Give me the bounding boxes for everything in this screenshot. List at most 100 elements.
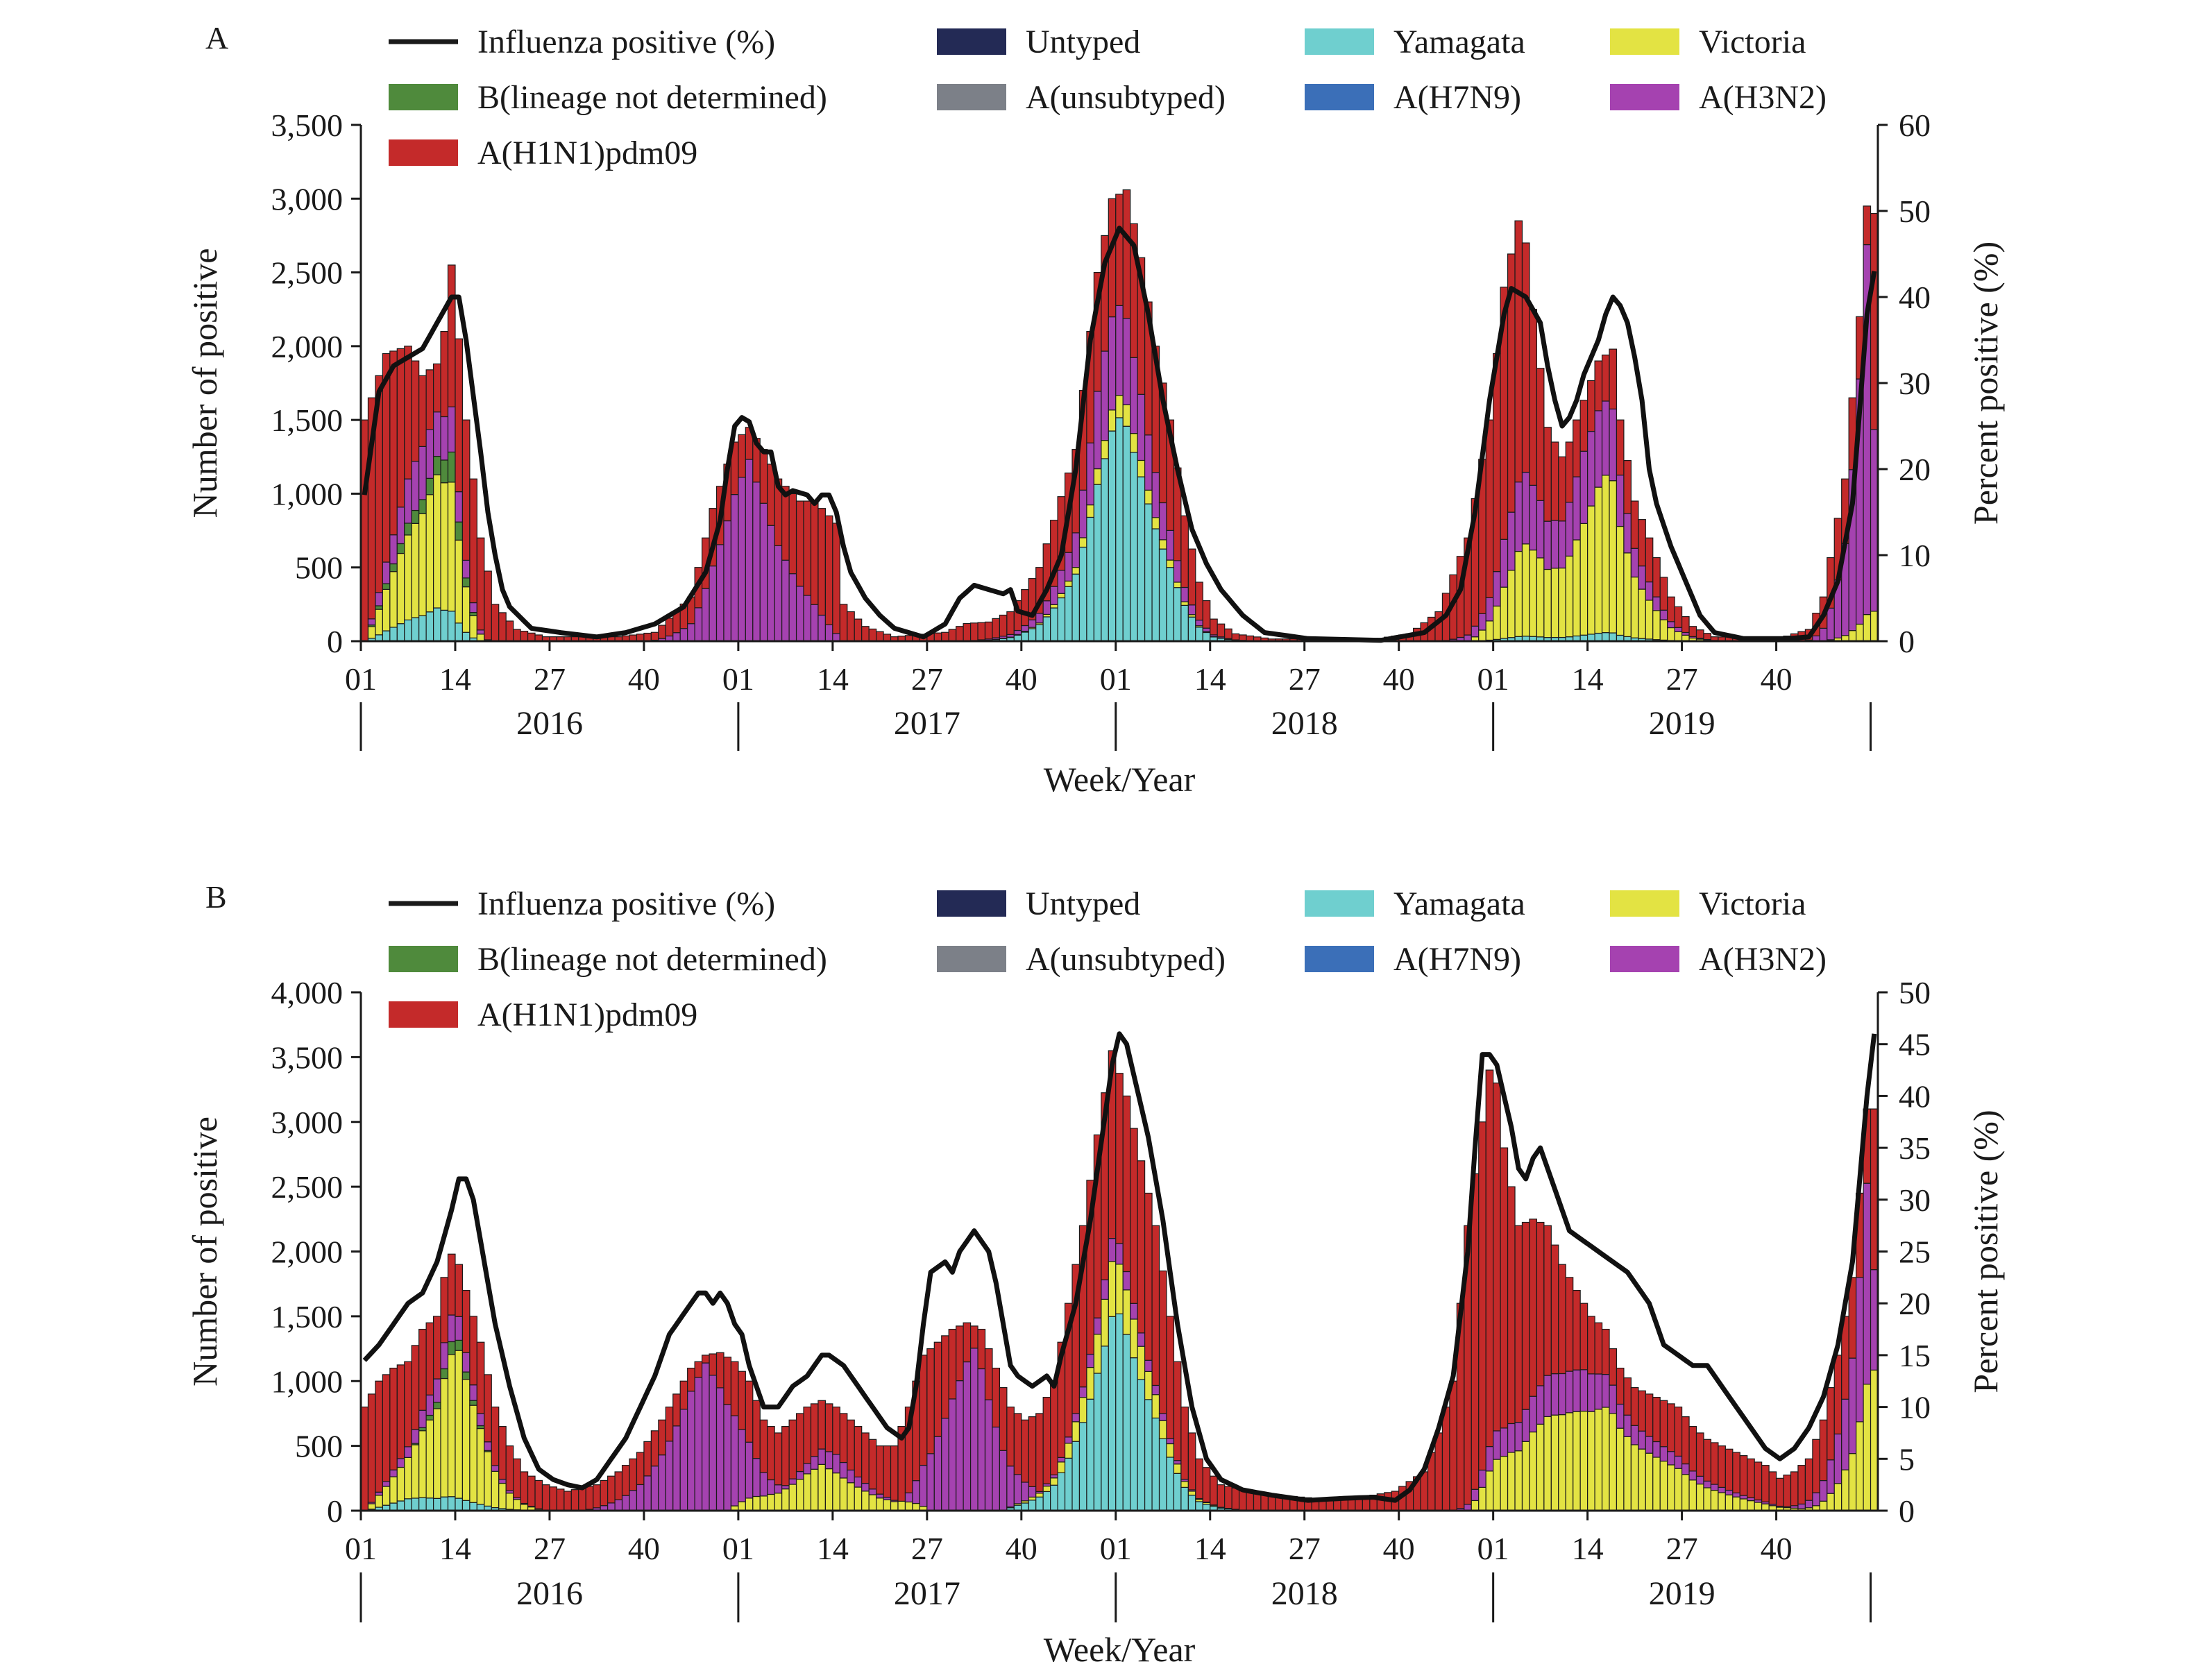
bar-h1n1: [1601, 1328, 1610, 1375]
bar-h3n2: [1130, 357, 1138, 434]
y-tick-label: 1,000: [271, 476, 344, 511]
bar-victoria: [1485, 620, 1494, 641]
bar-h1n1: [1558, 456, 1566, 522]
bar-h1n1: [527, 1475, 536, 1507]
bar-victoria: [1609, 480, 1618, 634]
bar-victoria: [367, 626, 376, 639]
bar-victoria: [1623, 1436, 1632, 1511]
bar-h1n1: [1202, 1467, 1211, 1503]
bar-h1n1: [476, 1341, 485, 1414]
bar-h1n1: [1804, 1458, 1813, 1501]
bar-h3n2: [1166, 1438, 1175, 1445]
bar-victoria: [1035, 1493, 1044, 1497]
bar-h3n2: [418, 1409, 427, 1428]
bar-h1n1: [795, 1413, 804, 1473]
bar-h1n1: [1166, 1316, 1175, 1439]
bar-h1n1: [629, 1458, 638, 1491]
bar-h1n1: [491, 604, 500, 642]
bar-h1n1: [1594, 360, 1603, 411]
bar-h3n2: [1050, 586, 1058, 605]
bar-h3n2: [432, 411, 441, 457]
y-tick-label: 2,000: [271, 1234, 344, 1270]
bar-h3n2: [1652, 596, 1661, 611]
x-tick-label: 14: [439, 661, 471, 697]
y-tick-label: 3,000: [271, 181, 344, 217]
bar-h1n1: [839, 1413, 848, 1463]
bar-h1n1: [1231, 1487, 1240, 1510]
bar-b_nd: [411, 509, 420, 524]
bar-yamagata: [1151, 528, 1160, 642]
bar-h3n2: [963, 1361, 972, 1511]
bar-victoria: [1071, 1421, 1081, 1442]
bar-h1n1: [367, 1393, 376, 1503]
bar-h1n1: [1006, 1406, 1015, 1467]
legend-label-victoria: Victoria: [1699, 24, 1806, 60]
bar-victoria: [1856, 623, 1864, 642]
bar-h1n1: [1870, 212, 1879, 430]
bar-yamagata: [382, 630, 391, 642]
bar-h1n1: [1144, 1192, 1153, 1361]
bar-h1n1: [715, 1352, 725, 1389]
bar-h1n1: [956, 626, 964, 642]
bar-h3n2: [759, 502, 768, 642]
bar-h1n1: [636, 1452, 645, 1486]
bar-h1n1: [1173, 1361, 1182, 1461]
legend-swatch-a_unsub: [937, 84, 1006, 110]
bar-h3n2: [767, 1479, 775, 1495]
bar-victoria: [1695, 1483, 1704, 1511]
bar-h1n1: [621, 1465, 630, 1496]
bar-victoria: [1064, 580, 1073, 587]
bar-h1n1: [469, 478, 477, 604]
bar-h3n2: [418, 446, 427, 500]
bar-h3n2: [1579, 450, 1588, 525]
bar-h1n1: [817, 508, 826, 616]
bar-h3n2: [926, 1453, 935, 1511]
bar-yamagata: [1078, 546, 1087, 642]
year-label: 2016: [516, 705, 583, 742]
bar-yamagata: [1180, 604, 1189, 642]
bar-yamagata: [1195, 1501, 1203, 1511]
bar-h1n1: [1812, 1439, 1820, 1493]
bar-victoria: [1848, 630, 1857, 642]
legend-label-line: Influenza positive (%): [477, 24, 775, 60]
bar-h1n1: [578, 1487, 586, 1511]
bar-yamagata: [1137, 476, 1146, 642]
bar-h1n1: [389, 1367, 398, 1470]
year-label: 2016: [516, 1575, 583, 1612]
x-tick-label: 01: [345, 661, 377, 697]
bar-h3n2: [658, 1454, 666, 1511]
bar-h3n2: [1507, 511, 1516, 571]
x-tick-label: 40: [1761, 1531, 1793, 1566]
bar-victoria: [1659, 619, 1668, 641]
bar-h1n1: [1638, 1390, 1646, 1432]
bar-h1n1: [1573, 1289, 1581, 1371]
bar-victoria: [1137, 1346, 1146, 1380]
bar-victoria: [1158, 1420, 1167, 1439]
bar-victoria: [1841, 1469, 1849, 1511]
bar-h1n1: [1420, 1471, 1429, 1511]
bar-h3n2: [1819, 1479, 1828, 1502]
bar-victoria: [469, 1405, 477, 1503]
y2-tick-label: 0: [1899, 624, 1915, 659]
bar-h1n1: [1500, 1147, 1509, 1429]
bar-h3n2: [781, 1485, 790, 1490]
bar-victoria: [1151, 517, 1160, 529]
bar-h3n2: [1013, 1474, 1022, 1504]
bar-h1n1: [687, 1367, 695, 1392]
x-tick-label: 27: [534, 661, 566, 697]
bar-victoria: [1638, 588, 1646, 639]
bar-h1n1: [1732, 1452, 1740, 1494]
bar-h1n1: [1695, 1432, 1704, 1477]
bar-h3n2: [788, 1478, 797, 1485]
bar-h1n1: [564, 1491, 572, 1511]
bar-h1n1: [803, 1406, 812, 1464]
bar-victoria: [1558, 1414, 1566, 1511]
bar-b_nd: [461, 1371, 471, 1380]
bar-h1n1: [1441, 1406, 1450, 1511]
bar-h3n2: [382, 561, 391, 584]
bar-h1n1: [447, 1253, 456, 1316]
bar-victoria: [1754, 1502, 1763, 1511]
bar-h1n1: [1210, 1475, 1218, 1506]
bar-b_nd: [389, 563, 398, 572]
bar-h1n1: [461, 1289, 471, 1353]
